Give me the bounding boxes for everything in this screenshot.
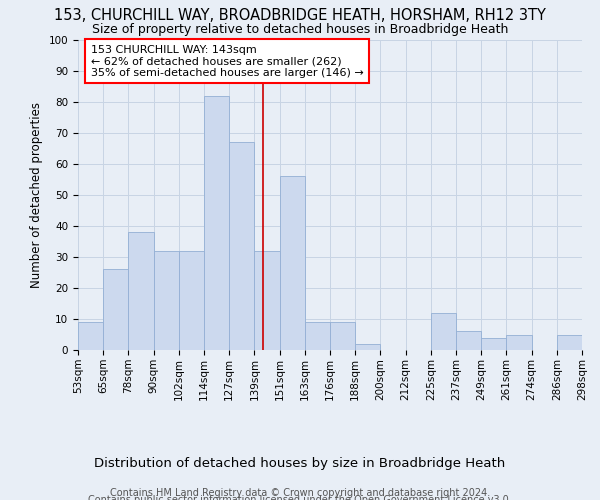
Text: Contains HM Land Registry data © Crown copyright and database right 2024.: Contains HM Land Registry data © Crown c… bbox=[110, 488, 490, 498]
Bar bbox=[103, 270, 128, 350]
Bar bbox=[431, 313, 456, 350]
Text: 153 CHURCHILL WAY: 143sqm
← 62% of detached houses are smaller (262)
35% of semi: 153 CHURCHILL WAY: 143sqm ← 62% of detac… bbox=[91, 44, 364, 78]
Bar bbox=[254, 251, 280, 350]
Bar bbox=[506, 334, 532, 350]
Bar bbox=[456, 332, 481, 350]
Text: Contains public sector information licensed under the Open Government Licence v3: Contains public sector information licen… bbox=[88, 495, 512, 500]
Y-axis label: Number of detached properties: Number of detached properties bbox=[30, 102, 43, 288]
Bar bbox=[330, 322, 355, 350]
Bar bbox=[305, 322, 330, 350]
Bar bbox=[557, 334, 582, 350]
Bar bbox=[280, 176, 305, 350]
Bar bbox=[204, 96, 229, 350]
Text: 153, CHURCHILL WAY, BROADBRIDGE HEATH, HORSHAM, RH12 3TY: 153, CHURCHILL WAY, BROADBRIDGE HEATH, H… bbox=[54, 8, 546, 22]
Bar bbox=[78, 322, 103, 350]
Text: Distribution of detached houses by size in Broadbridge Heath: Distribution of detached houses by size … bbox=[94, 458, 506, 470]
Bar bbox=[355, 344, 380, 350]
Bar bbox=[179, 251, 204, 350]
Bar bbox=[154, 251, 179, 350]
Bar bbox=[229, 142, 254, 350]
Bar bbox=[128, 232, 154, 350]
Bar bbox=[481, 338, 506, 350]
Text: Size of property relative to detached houses in Broadbridge Heath: Size of property relative to detached ho… bbox=[92, 22, 508, 36]
